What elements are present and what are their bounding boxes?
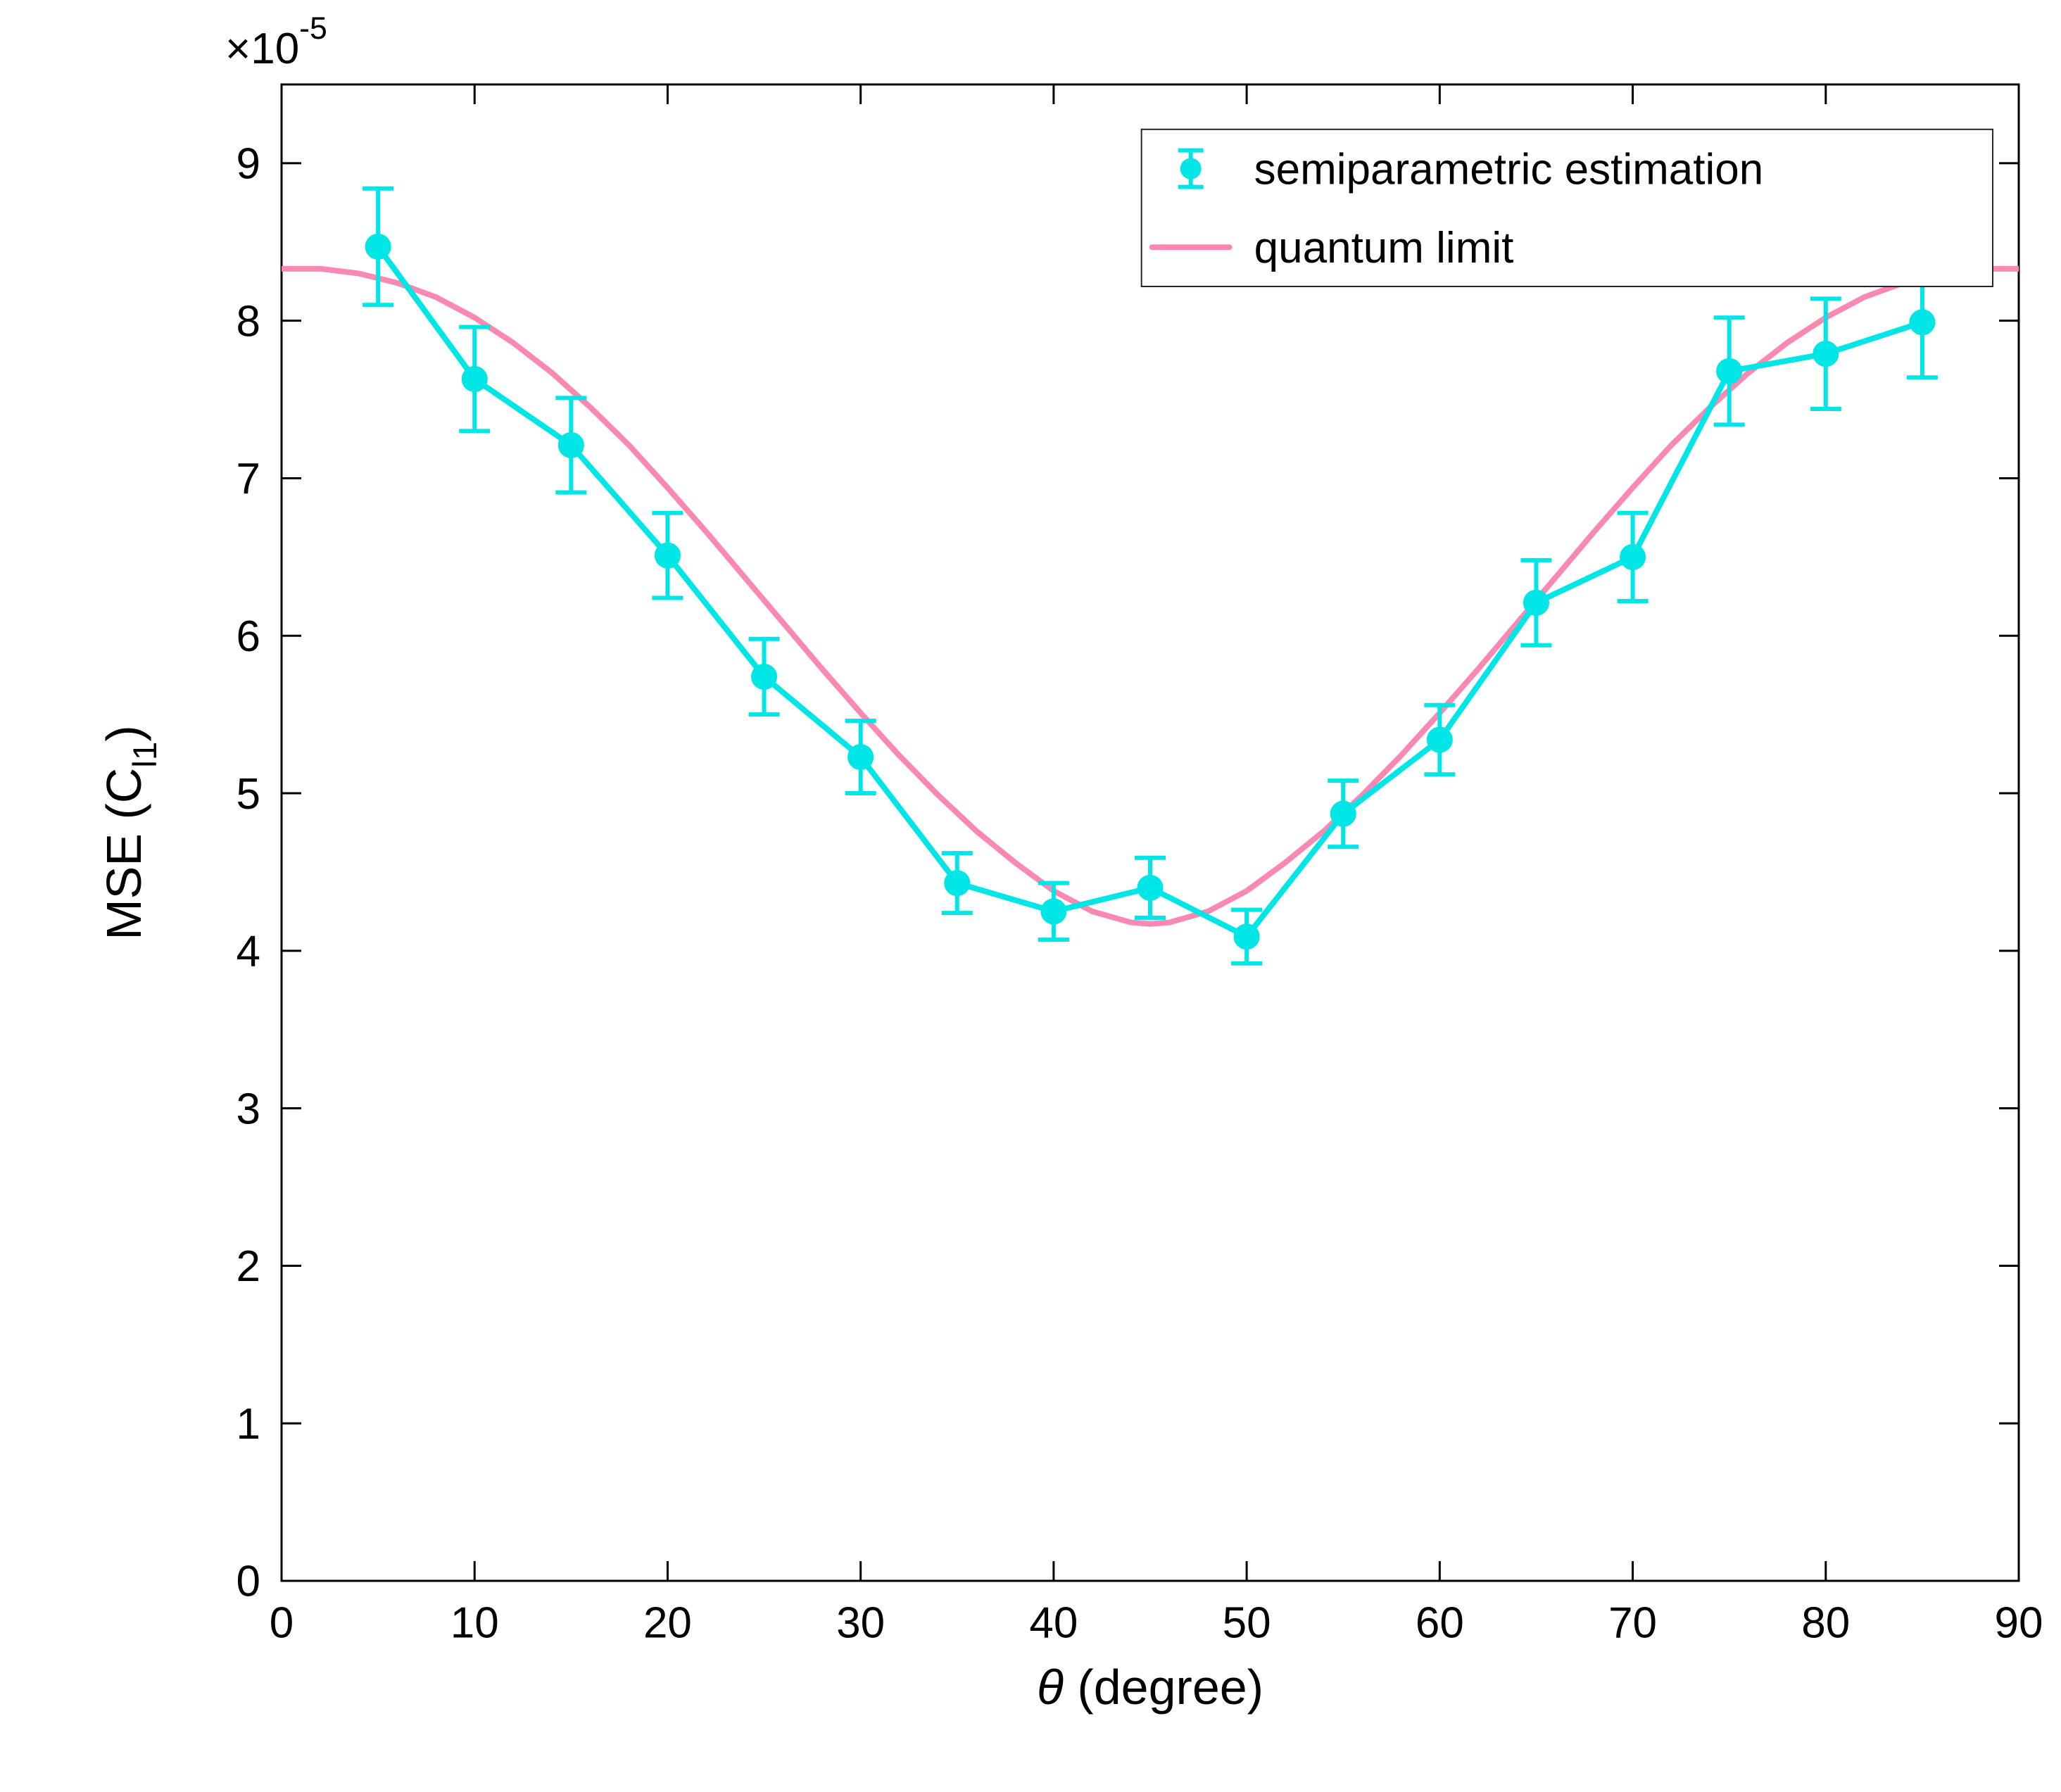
y-tick-label: 8 <box>237 297 260 346</box>
data-point <box>1427 727 1452 752</box>
y-tick-label: 5 <box>237 770 260 819</box>
x-axis-label: θ (degree) <box>1037 1660 1263 1715</box>
y-tick-label: 1 <box>237 1400 260 1449</box>
legend-label: quantum limit <box>1254 224 1514 272</box>
data-point <box>1813 341 1839 367</box>
legend: semiparametric estimation quantum limit <box>1142 130 1993 286</box>
y-tick-label: 7 <box>237 455 260 503</box>
data-point <box>462 366 487 391</box>
x-tick-label: 10 <box>450 1599 499 1648</box>
x-tick-label: 80 <box>1801 1599 1850 1648</box>
data-point <box>945 871 970 896</box>
mse-chart: 01020304050607080900123456789×10-5θ (deg… <box>0 0 2061 1792</box>
x-tick-label: 20 <box>643 1599 692 1648</box>
data-point <box>1523 590 1549 615</box>
data-point <box>655 543 680 568</box>
y-tick-label: 4 <box>237 928 260 976</box>
data-point <box>1330 801 1356 826</box>
x-tick-label: 70 <box>1608 1599 1657 1648</box>
x-tick-label: 30 <box>836 1599 885 1648</box>
legend-label: semiparametric estimation <box>1254 145 1764 194</box>
x-tick-label: 50 <box>1223 1599 1271 1648</box>
data-point <box>1620 544 1646 569</box>
data-point <box>1910 310 1935 335</box>
y-tick-label: 6 <box>237 612 260 661</box>
x-tick-label: 40 <box>1029 1599 1078 1648</box>
y-tick-label: 9 <box>237 140 260 189</box>
data-point <box>848 745 874 770</box>
x-tick-label: 90 <box>1995 1599 2043 1648</box>
data-point <box>1717 358 1742 384</box>
data-point <box>558 432 584 458</box>
data-point <box>1234 924 1259 949</box>
y-tick-label: 2 <box>237 1242 260 1291</box>
y-tick-label: 3 <box>237 1085 260 1133</box>
data-point <box>752 664 777 689</box>
y-tick-label: 0 <box>237 1558 260 1606</box>
data-point <box>1041 899 1066 924</box>
x-tick-label: 0 <box>270 1599 294 1648</box>
x-tick-label: 60 <box>1416 1599 1464 1648</box>
data-point <box>365 234 391 260</box>
data-point <box>1137 875 1163 900</box>
chart-container: 01020304050607080900123456789×10-5θ (deg… <box>0 0 2061 1792</box>
